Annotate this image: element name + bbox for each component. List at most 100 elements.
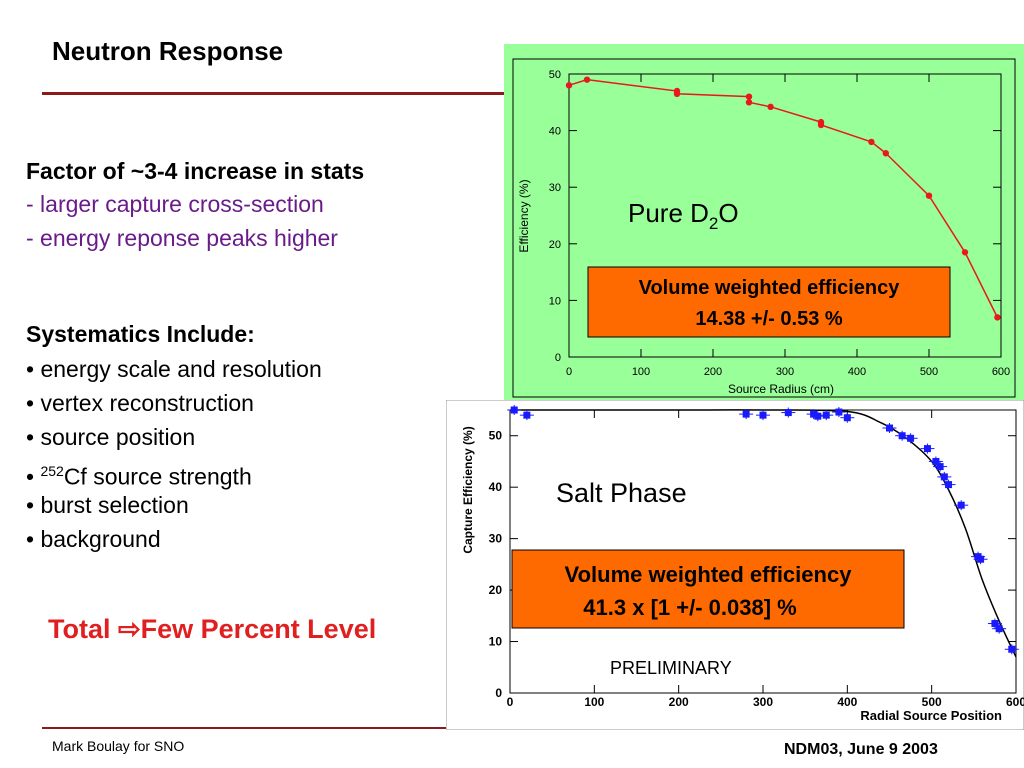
systematics-item: • vertex reconstruction	[26, 390, 254, 416]
d2o-data-point	[673, 90, 681, 98]
d2o-frame	[512, 58, 1016, 398]
salt-data-point	[523, 411, 531, 419]
d2o-data-point	[961, 249, 969, 256]
slide-title: Neutron Response	[52, 36, 284, 66]
x-tick-label: 0	[566, 366, 572, 378]
y-tick-label: 30	[489, 532, 503, 546]
d2o-panel-label: Pure D2O	[628, 198, 739, 233]
salt-result-line1: Volume weighted efficiency	[565, 562, 853, 587]
y-tick-label: 40	[489, 480, 503, 494]
salt-data-point	[936, 463, 944, 471]
salt-result-line2: 41.3 x [1 +/- 0.038] %	[583, 595, 796, 620]
x-tick-label: 500	[922, 695, 942, 709]
systematics-item: • burst selection	[26, 492, 189, 518]
d2o-data-point	[868, 138, 875, 146]
salt-data-point	[991, 620, 999, 628]
salt-data-point	[1008, 645, 1016, 653]
x-tick-label: 100	[632, 366, 650, 378]
y-tick-label: 0	[555, 352, 561, 364]
total-suffix: Few Percent Level	[140, 614, 377, 644]
y-tick-label: 40	[549, 126, 561, 138]
y-tick-label: 50	[549, 69, 561, 81]
x-tick-label: 600	[992, 366, 1010, 378]
stats-item: - energy reponse peaks higher	[26, 225, 338, 251]
salt-data-point	[814, 412, 822, 420]
systematics-item: • energy scale and resolution	[26, 356, 322, 382]
y-tick-label: 10	[549, 295, 561, 307]
x-tick-label: 600	[1006, 695, 1024, 709]
y-tick-label: 0	[495, 686, 502, 700]
salt-data-point	[742, 410, 750, 418]
salt-data-point	[759, 411, 767, 419]
salt-data-point	[822, 411, 830, 419]
salt-data-point	[907, 434, 915, 442]
salt-data-point	[510, 406, 518, 414]
d2o-x-axis-label: Source Radius (cm)	[728, 382, 834, 396]
systematics-item: • background	[26, 526, 161, 552]
salt-data-point	[945, 481, 953, 489]
y-tick-label: 20	[489, 583, 503, 597]
d2o-y-axis-label: Efficiency (%)	[517, 179, 531, 252]
title-divider	[42, 92, 504, 95]
d2o-data-point	[994, 314, 1001, 321]
y-tick-label: 20	[549, 239, 561, 251]
salt-data-point	[898, 432, 906, 440]
x-tick-label: 100	[584, 695, 604, 709]
preliminary-label: PRELIMINARY	[610, 658, 732, 678]
salt-data-point	[940, 473, 948, 481]
cf-bullet: •	[26, 463, 41, 490]
y-tick-label: 30	[549, 182, 561, 194]
y-tick-label: 50	[489, 429, 503, 443]
stats-heading: Factor of ~3-4 increase in stats	[26, 158, 365, 184]
d2o-result-box	[587, 266, 951, 338]
salt-result-box	[511, 549, 905, 629]
total-prefix: Total	[48, 614, 118, 644]
d2o-data-point	[767, 103, 774, 111]
d2o-data-point	[817, 121, 825, 129]
d2o-data-point	[745, 93, 753, 100]
x-tick-label: 200	[704, 366, 722, 378]
salt-data-point	[784, 409, 792, 417]
systematics-item: • source position	[26, 424, 196, 450]
systematics-item-cf: • 252Cf source strength	[26, 454, 252, 494]
footer-conference: NDM03, June 9 2003	[784, 741, 938, 758]
salt-data-point	[932, 457, 940, 465]
salt-panel-label: Salt Phase	[556, 478, 687, 508]
salt-data-point	[810, 410, 818, 418]
x-tick-label: 500	[920, 366, 938, 378]
x-tick-label: 300	[776, 366, 794, 378]
arrow-icon: ⇨	[118, 614, 141, 644]
y-tick-label: 10	[489, 635, 503, 649]
d2o-panel-background	[504, 44, 1024, 400]
d2o-data-point	[925, 192, 933, 199]
cf-isotope-number: 252	[40, 463, 64, 479]
x-tick-label: 0	[507, 695, 514, 709]
salt-data-point	[977, 555, 985, 563]
footer-author: Mark Boulay for SNO	[52, 738, 185, 754]
x-tick-label: 200	[669, 695, 689, 709]
salt-data-point	[957, 501, 965, 509]
d2o-data-point	[565, 82, 573, 89]
x-tick-label: 400	[837, 695, 857, 709]
d2o-data-point	[882, 150, 889, 157]
d2o-efficiency-chart: 0 100 200 300 400 500 600 0 10 20 30 40 50 Source Ra…	[504, 44, 1024, 400]
x-tick-label: 300	[753, 695, 773, 709]
salt-data-point	[835, 408, 843, 416]
salt-data-point	[843, 414, 851, 422]
systematics-heading: Systematics Include:	[26, 321, 255, 347]
d2o-result-line1: Volume weighted efficiency	[639, 277, 901, 299]
salt-y-axis-label: Capture Efficiency (%)	[461, 426, 475, 553]
d2o-result-line2: 14.38 +/- 0.53 %	[695, 308, 843, 330]
salt-data-point	[886, 424, 893, 432]
stats-item: - larger capture cross-section	[26, 191, 324, 217]
d2o-data-point	[583, 76, 591, 83]
cf-text: Cf source strength	[63, 463, 252, 490]
salt-fit-curve	[510, 409, 1017, 658]
d2o-data-point	[745, 99, 753, 106]
total-statement: Total ⇨Few Percent Level	[48, 614, 376, 645]
salt-x-axis-label: Radial Source Position	[860, 708, 1002, 723]
salt-efficiency-chart: 0 100 200 300 400 500 600 0 10 20 30 40 50 Radial So…	[446, 400, 1024, 730]
salt-data-point	[995, 625, 1003, 633]
footer-divider	[42, 727, 448, 729]
salt-data-point	[923, 445, 931, 453]
